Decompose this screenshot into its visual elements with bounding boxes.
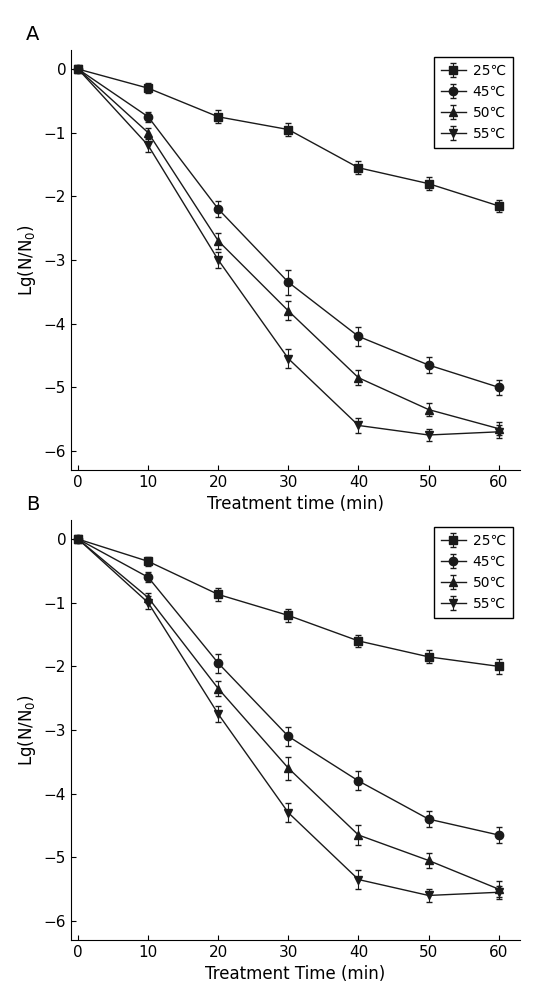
Legend: 25℃, 45℃, 50℃, 55℃: 25℃, 45℃, 50℃, 55℃: [434, 527, 513, 618]
Text: B: B: [26, 495, 39, 514]
Legend: 25℃, 45℃, 50℃, 55℃: 25℃, 45℃, 50℃, 55℃: [434, 57, 513, 148]
X-axis label: Treatment time (min): Treatment time (min): [207, 495, 384, 513]
Text: A: A: [26, 25, 39, 44]
X-axis label: Treatment Time (min): Treatment Time (min): [205, 965, 386, 983]
Y-axis label: Lg(N/N$_0$): Lg(N/N$_0$): [16, 694, 38, 766]
Y-axis label: Lg(N/N$_0$): Lg(N/N$_0$): [16, 224, 38, 296]
